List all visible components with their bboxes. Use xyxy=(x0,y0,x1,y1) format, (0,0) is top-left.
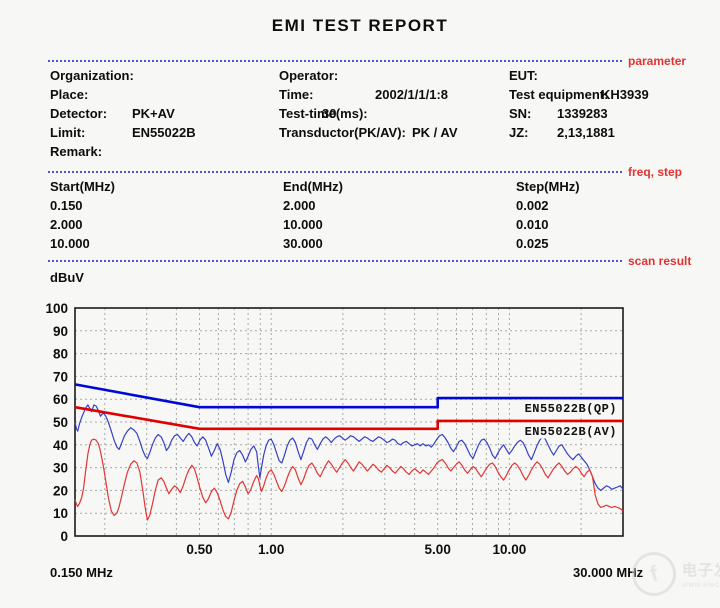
param-value-time: 2002/1/1/1:8 xyxy=(375,87,449,102)
legend-label: EN55022B(AV) xyxy=(525,425,617,439)
separator-line-parameter xyxy=(48,60,622,62)
freq-cell: 10.000 xyxy=(283,217,323,232)
param-label-operator: Operator: xyxy=(279,68,339,83)
freq-cell: 0.002 xyxy=(516,198,549,213)
y-axis-tick-label: 0 xyxy=(60,529,68,544)
y-axis-tick-label: 90 xyxy=(53,324,68,339)
legend-box xyxy=(521,422,620,439)
watermark: f 电子发烧友 www.elecfans.com xyxy=(627,547,720,601)
freq-cell: 30.000 xyxy=(283,236,323,251)
x-axis-end-label: 30.000 MHz xyxy=(573,565,644,580)
x-axis-tick-label: 0.50 xyxy=(186,542,212,557)
param-value-test-equipment: KH3939 xyxy=(601,87,649,102)
x-axis-tick-label: 5.00 xyxy=(425,542,451,557)
y-axis-tick-label: 20 xyxy=(53,483,68,498)
watermark-text: 电子发烧友 xyxy=(682,562,720,579)
param-value-limit: EN55022B xyxy=(132,125,196,140)
section-label-scan-result: scan result xyxy=(628,254,692,268)
param-value-jz: 2,13,1881 xyxy=(557,125,615,140)
freq-cell: 2.000 xyxy=(50,217,83,232)
trace-av-scan-trace xyxy=(74,438,624,521)
limit-en55022b-av-limit xyxy=(74,405,623,431)
freq-cell: 2.000 xyxy=(283,198,316,213)
freq-cell: 0.025 xyxy=(516,236,549,251)
legend-label: EN55022B(QP) xyxy=(525,402,617,416)
y-axis-tick-label: 70 xyxy=(53,369,68,384)
freq-cell: 10.000 xyxy=(50,236,90,251)
param-label-jz: JZ: xyxy=(509,125,529,140)
freq-header-start: Start(MHz) xyxy=(50,179,115,194)
x-axis-tick-label: 10.00 xyxy=(493,542,527,557)
x-axis-start-label: 0.150 MHz xyxy=(50,565,113,580)
freq-header-end: End(MHz) xyxy=(283,179,343,194)
param-value-transductor: PK / AV xyxy=(412,125,458,140)
separator-line-scan-result xyxy=(48,260,622,262)
param-label-test-equipment: Test equipment: xyxy=(509,87,609,102)
param-value-test-time: 30 xyxy=(322,106,337,121)
param-label-limit: Limit: xyxy=(50,125,86,140)
watermark-logo-icon: f xyxy=(627,547,681,601)
y-axis-unit-label: dBuV xyxy=(50,270,84,285)
y-axis-tick-label: 60 xyxy=(53,392,68,407)
param-label-organization: Organization: xyxy=(50,68,134,83)
y-axis-tick-label: 50 xyxy=(53,415,68,430)
x-axis-tick-label: 1.00 xyxy=(258,542,284,557)
legend-box xyxy=(521,399,620,416)
param-label-place: Place: xyxy=(50,87,89,102)
param-label-remark: Remark: xyxy=(50,144,103,159)
trace-pk-scan-trace xyxy=(74,404,624,491)
separator-line-freq-step xyxy=(48,171,622,173)
param-value-sn: 1339283 xyxy=(557,106,608,121)
report-title: EMI TEST REPORT xyxy=(271,16,449,35)
param-label-transductor: Transductor(PK/AV): xyxy=(279,125,406,140)
param-label-detector: Detector: xyxy=(50,106,108,121)
freq-cell: 0.150 xyxy=(50,198,83,213)
freq-header-step: Step(MHz) xyxy=(516,179,580,194)
y-axis-tick-label: 80 xyxy=(53,347,68,362)
y-axis-tick-label: 40 xyxy=(53,438,68,453)
y-axis-tick-label: 100 xyxy=(45,301,68,316)
section-label-freq-step: freq, step xyxy=(628,165,683,179)
y-axis-tick-label: 10 xyxy=(53,506,68,521)
param-label-time: Time: xyxy=(279,87,314,102)
watermark-url: www.elecfans.com xyxy=(682,580,720,589)
param-value-detector: PK+AV xyxy=(132,106,175,121)
param-label-eut: EUT: xyxy=(509,68,538,83)
param-label-sn: SN: xyxy=(509,106,532,121)
freq-cell: 0.010 xyxy=(516,217,549,232)
param-label-test-time: Test-time(ms): xyxy=(279,106,368,121)
section-label-parameter: parameter xyxy=(628,54,687,68)
limit-en55022b-qp-limit xyxy=(74,383,623,409)
y-axis-tick-label: 30 xyxy=(53,461,68,476)
